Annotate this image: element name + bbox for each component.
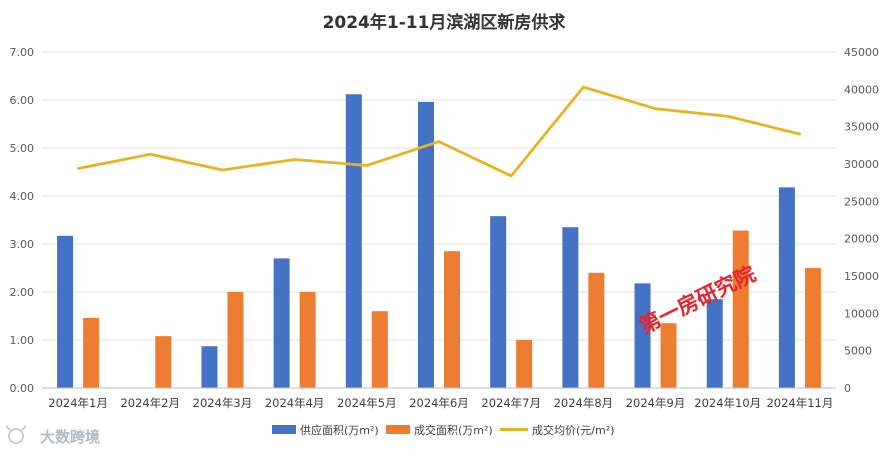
supply-bar — [490, 216, 507, 388]
deal-bar — [371, 311, 388, 388]
x-tick-label: 2024年5月 — [337, 396, 397, 410]
supply-bar — [345, 94, 362, 389]
y-left-tick-label: 4.00 — [10, 190, 35, 203]
legend: 供应面积(万m²) 成交面积(万m²) 成交均价(元/m²) — [272, 423, 614, 437]
x-tick-label: 2024年1月 — [48, 396, 108, 410]
price-line-point — [726, 115, 729, 118]
bars — [57, 94, 821, 389]
x-tick-label: 2024年11月 — [766, 396, 833, 410]
price-line-point — [365, 164, 369, 167]
supply-bar — [201, 346, 218, 388]
legend-label: 成交均价(元/m²) — [532, 423, 614, 437]
price-line-point — [654, 107, 657, 110]
supply-bar — [57, 235, 74, 388]
y-right-tick-label: 25000 — [844, 195, 879, 208]
supply-bar — [562, 227, 579, 388]
x-tick-label: 2024年8月 — [554, 396, 614, 410]
logo: 大数跨境 — [5, 425, 100, 446]
price-line — [76, 85, 802, 178]
x-tick-label: 2024年10月 — [694, 396, 761, 410]
y-right-tick-label: 0 — [844, 382, 851, 395]
supply-bar — [778, 187, 795, 388]
logo-text: 大数跨境 — [40, 428, 100, 446]
price-line-point — [798, 132, 802, 136]
chart-title: 2024年1-11月滨湖区新房供求 — [323, 12, 566, 33]
deal-bar — [299, 292, 316, 388]
y-right-tick-label: 40000 — [844, 83, 879, 96]
price-line-point — [509, 174, 513, 178]
y-left-tick-label: 1.00 — [10, 334, 35, 347]
x-tick-label: 2024年6月 — [409, 396, 469, 410]
deal-bar — [155, 336, 172, 388]
supply-bar — [418, 101, 434, 389]
deal-bar — [732, 230, 749, 388]
supply-bar — [706, 299, 723, 388]
y-left-tick-label: 5.00 — [10, 142, 35, 155]
price-line-point — [76, 167, 80, 170]
deal-bar — [83, 317, 100, 388]
deal-bar — [227, 292, 244, 388]
legend-label: 供应面积(万m²) — [300, 423, 379, 437]
y-left-tick-label: 0.00 — [10, 382, 35, 395]
y-left-tick-label: 7.00 — [10, 46, 35, 59]
y-right-tick-label: 20000 — [844, 233, 879, 246]
y-left-tick-label: 6.00 — [10, 94, 35, 107]
y-right-tick-label: 30000 — [844, 158, 879, 171]
price-line-point — [437, 140, 441, 143]
x-tick-label: 2024年2月 — [120, 396, 180, 410]
supply-bar — [634, 283, 651, 388]
x-tick-label: 2024年4月 — [265, 396, 325, 410]
price-line-point — [149, 153, 152, 156]
supply-bar — [273, 258, 290, 388]
deal-bar — [516, 340, 533, 388]
x-tick-label: 2024年7月 — [481, 396, 541, 410]
legend-swatch — [272, 425, 296, 434]
y-right-tick-label: 15000 — [844, 270, 879, 283]
price-line-point — [221, 168, 224, 172]
y-left-tick-label: 2.00 — [10, 286, 35, 299]
y-right-tick-label: 5000 — [844, 345, 872, 358]
logo-icon — [5, 425, 27, 444]
deal-bar — [588, 272, 605, 388]
gridlines — [42, 51, 836, 389]
legend-swatch — [386, 425, 410, 434]
deal-bar — [444, 251, 460, 388]
price-line-point — [582, 85, 585, 89]
x-tick-label: 2024年3月 — [193, 396, 253, 410]
y-right-tick-label: 45000 — [844, 46, 879, 59]
y-left-tick-label: 3.00 — [10, 238, 35, 251]
y-right-tick-label: 10000 — [844, 307, 879, 320]
axes: 0.00 1.00 2.00 3.00 4.00 5.00 6.00 7.00 0 5000 100… — [10, 46, 880, 410]
x-tick-label: 2024年9月 — [626, 396, 686, 410]
legend-label: 成交面积(万m²) — [414, 423, 493, 437]
y-right-tick-label: 35000 — [844, 121, 879, 134]
deal-bar — [804, 268, 821, 388]
deal-bar — [660, 323, 677, 388]
price-line-point — [293, 158, 296, 161]
